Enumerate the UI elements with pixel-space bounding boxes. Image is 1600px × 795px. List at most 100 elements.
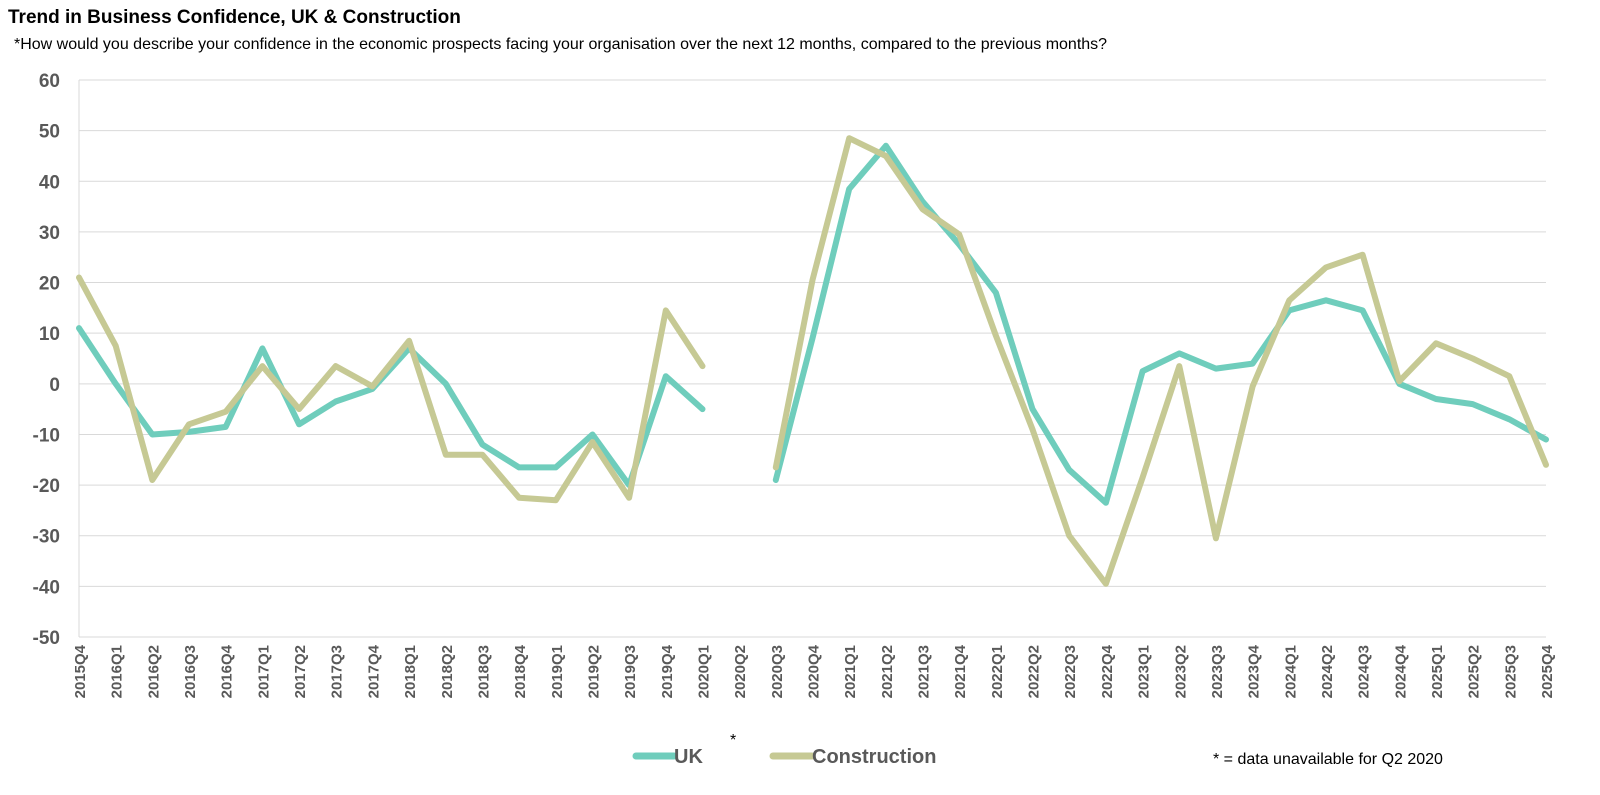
x-tick-label: 2017Q3 [329,645,346,698]
data-point-construction [847,136,851,140]
x-tick-label: 2019Q4 [659,644,676,698]
data-point-uk [1141,369,1145,373]
data-point-construction [150,478,154,482]
x-tick-label: 2016Q4 [219,644,236,698]
series-line-construction [76,274,706,504]
x-tick-label: 2025Q1 [1429,645,1446,698]
y-tick-label: 0 [49,375,60,396]
data-point-construction [591,440,594,444]
x-tick-label: 2020Q4 [806,644,823,698]
data-point-construction [297,407,301,411]
data-point-construction [921,207,924,211]
data-point-uk [774,478,778,482]
data-point-uk [591,433,594,436]
data-point-uk [334,400,338,403]
x-tick-label: 2018Q4 [512,644,529,698]
x-tick-label: 2016Q2 [145,645,162,698]
x-tick-label: 2024Q1 [1282,645,1299,698]
data-point-uk [701,407,704,411]
x-tick-label: 2018Q2 [439,645,456,698]
data-point-construction [370,384,374,388]
data-point-construction [444,453,448,457]
data-point-construction [1324,265,1328,269]
data-point-construction [701,364,704,368]
x-tick-label: 2021Q4 [952,644,969,698]
data-point-uk [811,336,814,340]
data-point-uk [1434,397,1438,401]
data-point-uk [1544,438,1548,441]
x-tick-label: 2017Q1 [255,645,272,698]
data-point-uk [444,382,448,386]
x-tick-label: 2016Q3 [182,645,199,698]
x-tick-label: 2021Q2 [879,645,896,698]
x-tick-label: 2018Q3 [475,645,492,698]
x-tick-label: 2022Q1 [989,645,1006,698]
x-tick-label: 2024Q2 [1319,645,1336,698]
x-tick-label: 2020Q2 [732,645,749,698]
axes [78,80,1546,638]
y-tick-label: -10 [33,425,60,446]
data-point-uk [1067,468,1071,472]
data-point-construction [664,308,668,312]
footnote: * = data unavailable for Q2 2020 [1213,751,1443,768]
x-tick-label: 2017Q2 [292,645,309,698]
data-point-uk [1104,501,1108,505]
y-tick-label: 40 [39,172,60,193]
x-tick-label: 2019Q2 [585,645,602,698]
data-point-construction [480,453,484,457]
series-line-uk [772,142,1549,506]
data-point-uk [664,374,668,378]
data-point-construction [1397,379,1401,383]
data-point-uk [1471,402,1475,406]
data-point-uk [297,422,301,426]
x-tick-label: 2024Q3 [1356,645,1373,698]
x-tick-label: 2019Q3 [622,645,639,698]
data-point-uk [260,346,264,350]
x-tick-label: 2023Q2 [1172,645,1189,698]
data-point-construction [407,339,411,343]
y-tick-label: -20 [33,476,60,497]
data-point-uk [1177,351,1181,355]
x-tick-label: 2025Q2 [1466,645,1483,698]
data-point-construction [1104,582,1108,586]
data-point-uk [1214,367,1218,371]
x-tick-label: 2021Q1 [842,645,859,698]
y-tick-labels: 60 50 40 30 20 10 0 -10 -20 -30 -40 -50 [33,71,60,649]
data-point-construction [1507,374,1511,378]
series-line-uk [76,325,706,489]
data-point-construction [1287,298,1291,302]
data-point-construction [627,496,631,500]
data-point-construction [1471,357,1475,360]
data-point-construction [224,410,228,414]
x-tick-marker: * [730,732,736,749]
legend: UK Construction [632,746,936,768]
x-tick-labels: 2015Q4 2016Q1 2016Q2 2016Q3 2016Q4 2017Q1 2017… [72,644,1556,749]
data-point-construction [77,276,81,279]
data-point-construction [1067,534,1071,538]
x-tick-label: 2016Q1 [109,645,126,698]
data-point-construction [260,364,264,368]
data-point-construction [1141,476,1145,479]
x-tick-label: 2025Q3 [1502,645,1519,698]
data-point-construction [957,232,961,236]
data-point-uk [224,425,228,429]
y-tick-label: -40 [33,577,60,598]
y-tick-label: 50 [39,122,60,143]
data-point-uk [1361,308,1365,312]
series-construction [76,135,1549,587]
data-point-uk [994,291,998,295]
x-tick-label: 2022Q3 [1062,645,1079,698]
x-tick-label: 2022Q4 [1099,644,1116,698]
data-point-uk [847,187,851,191]
x-tick-label: 2021Q3 [916,645,933,698]
x-tick-label: 2020Q3 [769,645,786,698]
chart-title: Trend in Business Confidence, UK & Const… [8,7,461,28]
data-point-construction [884,154,888,158]
x-tick-label: 2018Q1 [402,645,419,698]
data-point-construction [1434,341,1438,345]
data-point-construction [334,364,338,368]
x-tick-label: 2020Q1 [695,645,712,698]
data-point-uk [150,433,154,436]
chart-subtitle: *How would you describe your confidence … [14,36,1108,53]
